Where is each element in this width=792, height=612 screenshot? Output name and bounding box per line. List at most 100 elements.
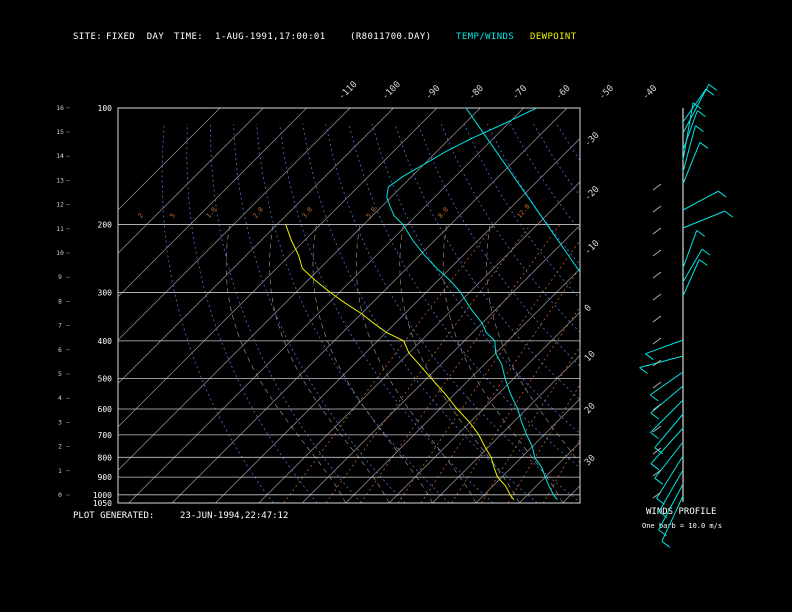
height-km-label: 13 xyxy=(56,176,64,184)
wind-barb xyxy=(639,355,684,369)
wind-tick-mark xyxy=(652,425,662,433)
dry-adiabat-line xyxy=(695,124,792,503)
wind-barb xyxy=(654,441,684,479)
height-km-label: 16 xyxy=(56,104,64,112)
isotherm-line xyxy=(118,108,351,341)
height-km-label: 12 xyxy=(56,201,64,209)
wind-barb-flag xyxy=(645,353,654,361)
wind-barb-flag xyxy=(696,229,706,237)
wind-barb xyxy=(658,469,684,512)
wind-barb-flag xyxy=(695,125,704,133)
wind-barb xyxy=(682,102,694,161)
wind-barb xyxy=(650,427,684,465)
wind-barb-flag xyxy=(650,463,660,471)
moist-adiabat-line xyxy=(225,224,347,503)
mixing-ratio-label: 12.0 xyxy=(515,203,531,220)
pressure-tick-label: 100 xyxy=(98,104,113,113)
wind-tick-mark xyxy=(652,469,662,477)
temperature-tick-label: -50 xyxy=(598,84,617,103)
dry-adiabat-line xyxy=(210,123,362,503)
wind-barb xyxy=(682,84,710,134)
dry-adiabat-line xyxy=(186,123,318,503)
wind-barb-flag xyxy=(698,259,708,266)
height-km-label: 14 xyxy=(56,152,64,160)
wind-barb xyxy=(650,385,684,414)
height-km-label: 10 xyxy=(56,249,64,257)
isotherm-line xyxy=(606,108,792,503)
wind-tick-mark xyxy=(652,249,662,257)
temperature-tick-label: -100 xyxy=(381,80,403,102)
header-file-name: (R8011700.DAY) xyxy=(350,32,432,42)
dry-adiabat-line xyxy=(279,123,494,503)
wind-barb xyxy=(682,190,719,211)
temperature-tick-label: -110 xyxy=(337,80,359,102)
height-km-label: 9 xyxy=(58,273,62,281)
moist-adiabat-line xyxy=(312,224,433,503)
winds-barb-note: One barb = 10.0 m/s xyxy=(642,522,723,530)
dry-adiabat-line xyxy=(510,123,580,232)
isotherm-line xyxy=(258,181,580,503)
wind-barb xyxy=(682,110,698,151)
wind-barb-flag xyxy=(701,248,711,256)
isotherm-line xyxy=(118,108,307,298)
isotherm-lines xyxy=(118,108,792,503)
dewpoint-trace xyxy=(285,224,515,501)
isotherm-line xyxy=(118,108,394,384)
mixing-ratio-line xyxy=(480,345,580,503)
wind-barb xyxy=(682,88,707,123)
temperature-tick-label: -60 xyxy=(554,84,573,103)
temperature-tick-label: -20 xyxy=(583,185,602,204)
legend-dewpoint: DEWPOINT xyxy=(530,32,577,42)
mixing-ratio-label: 2.0 xyxy=(251,206,265,220)
wind-tick-mark xyxy=(652,381,662,389)
wind-barb-flag xyxy=(650,432,659,439)
wind-barb-flag xyxy=(654,447,664,455)
wind-tick-mark xyxy=(652,447,662,455)
wind-tick-mark xyxy=(652,359,662,367)
wind-tick-mark xyxy=(652,403,662,411)
wind-tick-mark xyxy=(652,491,662,499)
wind-barb-flag xyxy=(650,412,660,420)
pressure-tick-label: 800 xyxy=(98,453,113,462)
dry-adiabat-line xyxy=(603,124,792,503)
mixing-ratio-line xyxy=(542,438,580,503)
isotherm-line xyxy=(171,108,568,503)
isotherm-line xyxy=(345,268,580,503)
temperature-tick-label: -70 xyxy=(511,84,530,103)
isotherm-line xyxy=(118,108,221,211)
wind-barb xyxy=(645,339,684,355)
wind-tick-mark xyxy=(652,271,662,279)
header-site-label: SITE: xyxy=(73,32,103,42)
plot-border xyxy=(117,107,581,504)
dry-adiabat-line xyxy=(649,124,792,503)
mixing-ratio-line xyxy=(283,224,495,503)
wind-barb xyxy=(650,399,684,433)
pressure-tick-label: 300 xyxy=(98,289,113,298)
wind-barb xyxy=(682,142,701,185)
temperature-tick-label: -40 xyxy=(641,84,660,103)
pressure-level-lines xyxy=(118,224,580,496)
wind-barb xyxy=(661,495,684,542)
moist-adiabat-line xyxy=(355,224,477,503)
isotherm-line xyxy=(562,485,580,503)
wind-barb-flag xyxy=(708,84,718,91)
wind-barb-flag xyxy=(661,540,671,548)
isotherm-line xyxy=(118,108,481,471)
pressure-tick-label: 400 xyxy=(98,337,113,346)
mixing-ratio-line xyxy=(451,306,580,503)
dry-adiabat-lines xyxy=(161,123,792,503)
wind-barb xyxy=(682,125,696,173)
wind-tick-mark xyxy=(652,183,662,191)
isotherm-line xyxy=(118,108,264,254)
wind-barb xyxy=(649,371,684,396)
wind-barb xyxy=(654,413,684,449)
temperature-tick-label: -90 xyxy=(424,84,443,103)
pressure-tick-label: 900 xyxy=(98,473,113,482)
dry-adiabat-line xyxy=(256,123,450,503)
dry-adiabat-line xyxy=(233,123,406,503)
plot-generated-value: 23-JUN-1994,22:47:12 xyxy=(180,511,289,521)
height-km-label: 1 xyxy=(58,467,62,475)
dry-adiabat-line xyxy=(394,123,580,401)
isotherm-line xyxy=(215,138,580,503)
pressure-tick-label: 1050 xyxy=(93,499,112,508)
